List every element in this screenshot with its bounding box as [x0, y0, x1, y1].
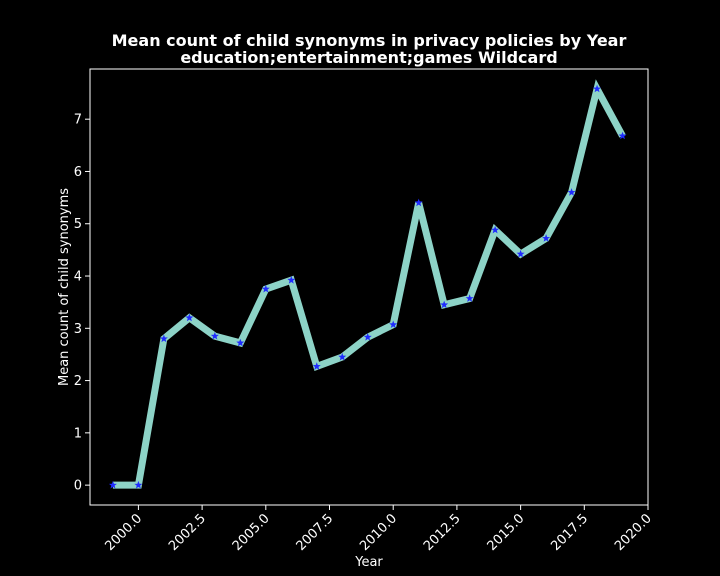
x-tick-label: 2012.5: [421, 511, 464, 554]
x-tick-label: 2015.0: [485, 511, 528, 554]
data-point-marker: [261, 284, 270, 293]
data-point-marker: [287, 276, 296, 284]
data-point-marker: [134, 480, 143, 489]
x-tick-label: 2000.0: [102, 511, 145, 554]
series-layer: [108, 79, 627, 489]
y-axis: 0 1 2 3 4 5 6 7: [74, 113, 90, 494]
data-point-marker: [567, 188, 576, 196]
chart-title: Mean count of child synonyms in privacy …: [112, 31, 627, 50]
data-point-marker: [338, 352, 347, 361]
y-tick-label: 0: [74, 479, 82, 494]
x-tick-label: 2005.0: [230, 511, 273, 554]
chart-subtitle: education;entertainment;games Wildcard: [180, 48, 557, 67]
y-axis-label: Mean count of child synonyms: [57, 188, 72, 386]
data-point-marker: [185, 313, 194, 322]
data-point-marker: [108, 480, 117, 489]
series-line: [112, 79, 626, 489]
y-tick-label: 2: [74, 374, 82, 389]
x-axis-label: Year: [354, 555, 383, 570]
y-tick-label: 5: [74, 217, 82, 232]
y-tick-label: 4: [74, 270, 82, 285]
data-point-marker: [236, 338, 245, 347]
data-point-marker: [491, 225, 500, 234]
data-point-marker: [618, 131, 627, 140]
data-point-marker: [414, 198, 423, 207]
data-point-marker: [440, 300, 449, 309]
data-point-marker: [516, 249, 525, 258]
x-tick-label: 2002.5: [166, 511, 209, 554]
y-tick-label: 1: [74, 426, 82, 441]
plot-area-frame: [89, 68, 649, 506]
x-tick-label: 2007.5: [294, 511, 337, 554]
data-point-marker: [159, 334, 168, 343]
data-point-marker: [312, 362, 321, 370]
data-point-marker: [389, 320, 398, 329]
y-tick-label: 3: [74, 322, 82, 337]
y-tick-label: 7: [74, 113, 82, 128]
data-point-marker: [210, 331, 219, 340]
x-tick-label: 2020.0: [612, 511, 655, 554]
y-tick-label: 6: [74, 165, 82, 180]
x-tick-label: 2010.0: [357, 511, 400, 554]
x-tick-label: 2017.5: [548, 511, 591, 554]
data-point-marker: [363, 332, 372, 341]
data-point-marker: [593, 84, 602, 93]
x-axis: 2000.0 2002.5 2005.0 2007.5 2010.0 2012.5 2015…: [102, 505, 655, 554]
data-point-marker: [542, 234, 551, 242]
data-point-marker: [465, 294, 474, 302]
